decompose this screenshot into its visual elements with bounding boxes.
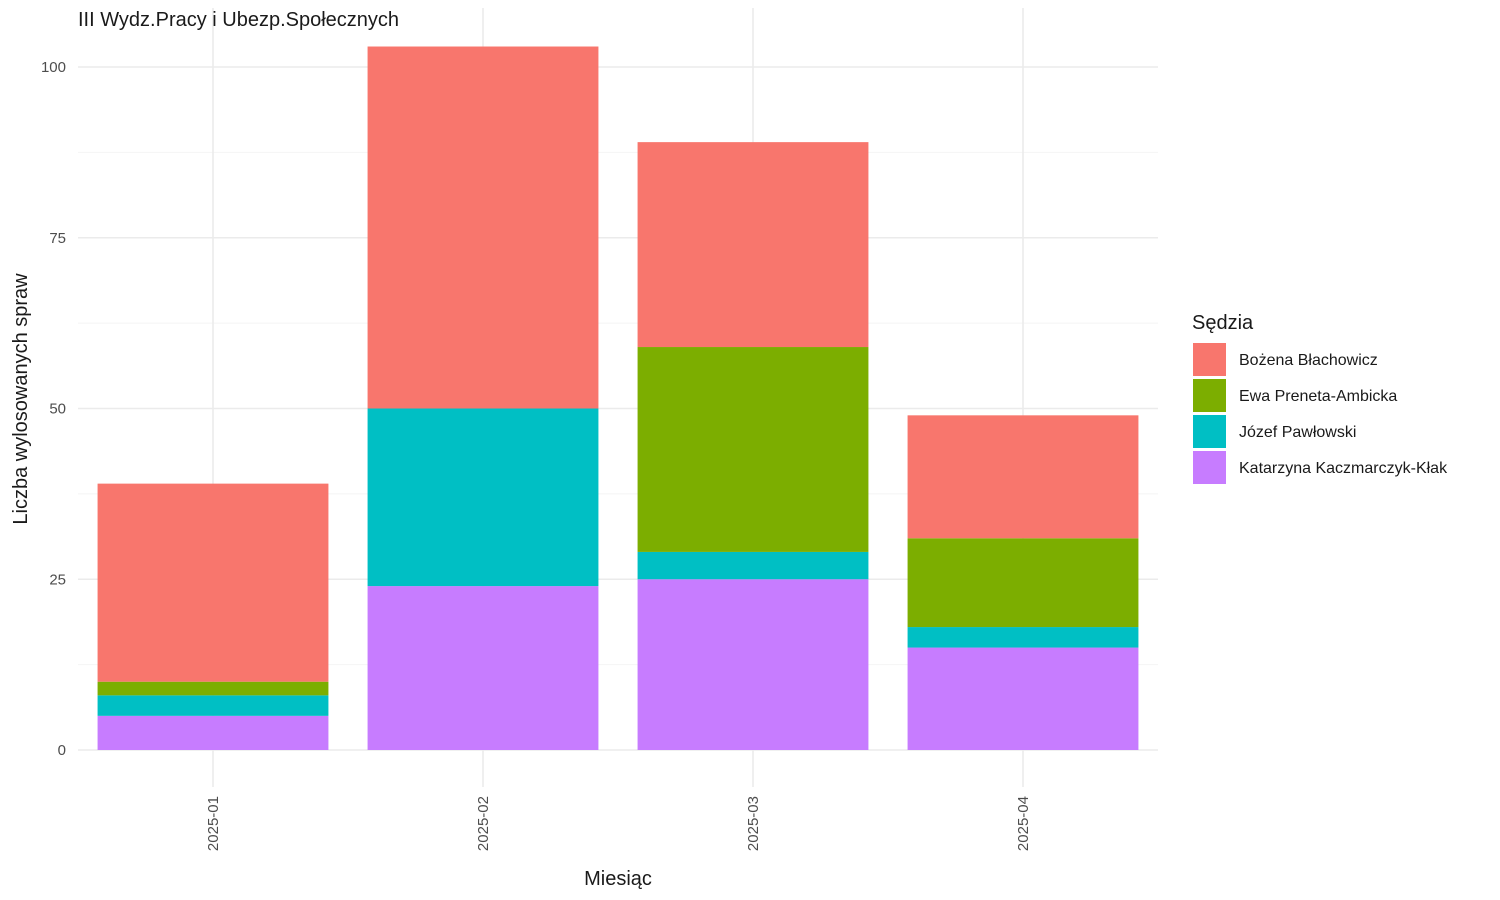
legend-items: Bożena Błachowicz Ewa Preneta-Ambicka Józe…: [1193, 343, 1448, 484]
x-tick-label: 2025-03: [745, 796, 762, 851]
x-tick-label: 2025-02: [475, 796, 492, 851]
legend-swatch: [1193, 379, 1226, 412]
bar-segment: [97, 715, 329, 750]
y-tick-label: 100: [41, 59, 66, 76]
bar-segment: [907, 627, 1139, 648]
bars: [97, 46, 1139, 750]
legend-label: Józef Pawłowski: [1239, 424, 1356, 441]
bar-segment: [97, 483, 329, 682]
bar-segment: [367, 46, 599, 409]
legend-swatch: [1193, 343, 1226, 376]
chart-title: III Wydz.Pracy i Ubezp.Społecznych: [78, 9, 399, 31]
legend-label: Bożena Błachowicz: [1239, 352, 1378, 369]
legend-label: Ewa Preneta-Ambicka: [1239, 388, 1397, 405]
bar-segment: [97, 695, 329, 716]
bar-segment: [907, 538, 1139, 628]
bar-segment: [637, 579, 869, 750]
x-axis-ticks: 2025-01 2025-02 2025-03 2025-04: [205, 796, 1032, 851]
legend-swatch: [1193, 415, 1226, 448]
legend: Sędzia Bożena Błachowicz Ewa Preneta-Ambi…: [1192, 312, 1448, 484]
x-tick-label: 2025-04: [1015, 796, 1032, 851]
bar-segment: [637, 347, 869, 552]
y-axis-ticks: 0 25 50 75 100: [41, 59, 66, 759]
legend-swatch: [1193, 451, 1226, 484]
bar-segment: [97, 681, 329, 696]
bar-segment: [637, 142, 869, 348]
y-axis-title: Liczba wylosowanych spraw: [10, 273, 32, 525]
y-tick-label: 50: [49, 401, 66, 418]
legend-title: Sędzia: [1192, 312, 1254, 334]
x-tick-label: 2025-01: [205, 796, 222, 851]
bar-segment: [907, 647, 1139, 750]
y-tick-label: 75: [49, 230, 66, 247]
bar-segment: [637, 551, 869, 580]
legend-label: Katarzyna Kaczmarczyk-Kłak: [1239, 460, 1448, 477]
bar-segment: [367, 586, 599, 750]
bar-segment: [367, 408, 599, 587]
y-tick-label: 0: [58, 742, 66, 759]
y-tick-label: 25: [49, 571, 66, 588]
x-axis-title: Miesiąc: [584, 868, 652, 890]
bar-segment: [907, 415, 1139, 539]
